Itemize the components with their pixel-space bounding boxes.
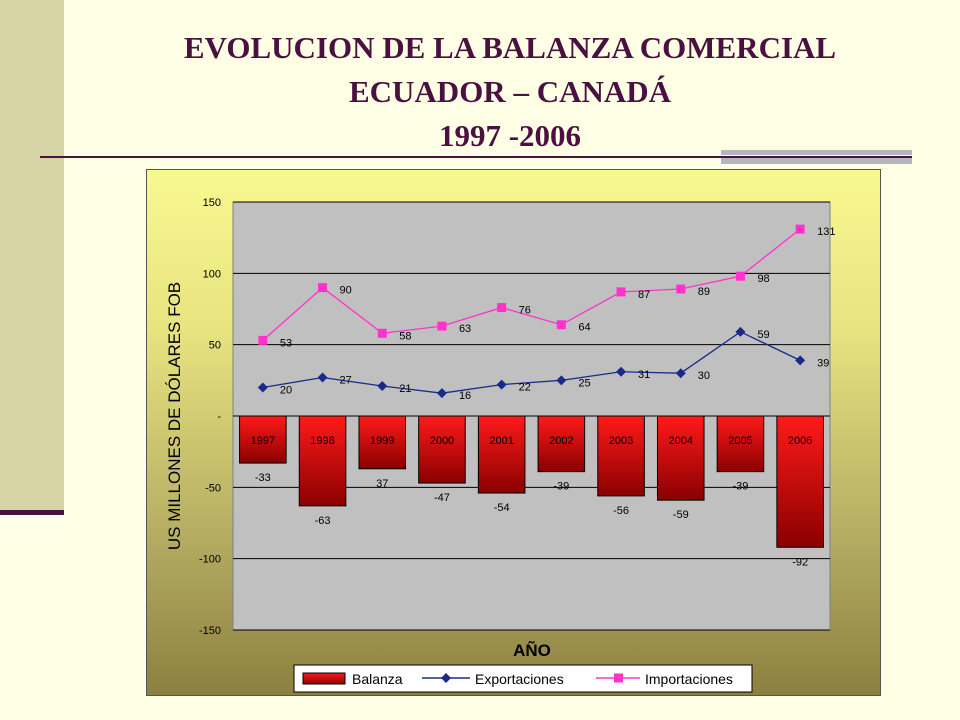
exportaciones-data-label: 31 [638, 369, 650, 381]
legend-box [293, 664, 753, 693]
exportaciones-data-label: 25 [578, 377, 590, 389]
balanza-bar [239, 415, 287, 464]
exportaciones-point [377, 381, 388, 392]
legend-label-exportaciones: Exportaciones [475, 671, 564, 687]
balanza-data-label: -63 [315, 515, 331, 527]
importaciones-data-label: 63 [459, 323, 471, 335]
importaciones-point [795, 224, 805, 234]
balanza-bar [656, 415, 705, 501]
importaciones-data-label: 76 [519, 305, 531, 317]
exportaciones-point [496, 379, 507, 390]
exportaciones-point [436, 388, 447, 399]
bar-category-label: 2006 [788, 435, 812, 447]
balanza-bar [776, 415, 824, 548]
importaciones-data-label: 87 [638, 289, 650, 301]
balanza-bar [537, 415, 586, 473]
x-axis-title: AÑO [513, 640, 551, 660]
bar-category-label: 2000 [430, 435, 454, 447]
side-decoration-band [0, 0, 64, 510]
importaciones-point [318, 283, 328, 293]
y-tick-label: -150 [199, 625, 221, 637]
exportaciones-point [675, 368, 686, 379]
bar-category-label: 1998 [310, 435, 334, 447]
title-line-2: ECUADOR – CANADÁ [348, 74, 672, 109]
balanza-data-label: -54 [494, 502, 510, 514]
balanza-bar [716, 415, 765, 473]
slide-title: EVOLUCION DE LA BALANZA COMERCIAL ECUADO… [60, 26, 960, 158]
bar-category-label: 1997 [251, 435, 275, 447]
y-tick-label: -100 [199, 554, 221, 566]
legend-label-importaciones: Importaciones [645, 671, 733, 687]
importaciones-data-label: 89 [698, 286, 710, 298]
importaciones-line [262, 228, 801, 341]
balanza-data-label: -39 [553, 481, 569, 493]
title-divider-accent [721, 150, 912, 164]
legend-swatch-balanza [302, 672, 346, 685]
exportaciones-data-label: 30 [698, 370, 710, 382]
exportaciones-point [317, 372, 328, 383]
importaciones-data-label: 131 [817, 226, 835, 238]
legend-swatch-importaciones-marker [614, 673, 623, 683]
exportaciones-data-label: 39 [817, 357, 829, 369]
balanza-bar [418, 415, 466, 484]
bar-category-label: 2001 [489, 435, 513, 447]
y-tick-label: - [217, 411, 221, 423]
bar-category-label: 2005 [728, 435, 752, 447]
balanza-bar [358, 415, 407, 470]
importaciones-point [676, 284, 686, 294]
bar-category-label: 1999 [370, 435, 394, 447]
y-tick-label: 150 [203, 197, 221, 209]
title-line-1: EVOLUCION DE LA BALANZA COMERCIAL [183, 30, 837, 65]
importaciones-point [616, 287, 626, 297]
side-decoration-bar [0, 510, 64, 515]
importaciones-point [556, 320, 566, 330]
balanza-data-label: -39 [732, 481, 748, 493]
title-divider [40, 156, 912, 158]
exportaciones-point [795, 355, 806, 366]
importaciones-point [735, 271, 745, 281]
importaciones-point [377, 328, 387, 338]
exportaciones-data-label: 20 [280, 384, 292, 396]
importaciones-data-label: 64 [578, 322, 590, 334]
exportaciones-line [262, 331, 801, 394]
balanza-bar [597, 415, 645, 497]
exportaciones-point [616, 366, 627, 377]
importaciones-point [497, 303, 507, 313]
exportaciones-data-label: 22 [519, 382, 531, 394]
exportaciones-data-label: 27 [340, 374, 352, 386]
balanza-data-label: -59 [673, 509, 689, 521]
y-tick-label: 100 [203, 268, 221, 280]
exportaciones-data-label: 59 [757, 329, 769, 341]
balanza-data-label: -56 [613, 505, 629, 517]
exportaciones-point [735, 326, 746, 337]
exportaciones-point [556, 375, 567, 386]
importaciones-point [258, 335, 268, 345]
balanza-bar [298, 415, 347, 507]
importaciones-point [437, 321, 447, 331]
balanza-data-label: -92 [792, 556, 808, 568]
title-line-3: 1997 -2006 [438, 118, 582, 153]
importaciones-data-label: 58 [399, 330, 411, 342]
y-axis-title: US MILLONES DE DÓLARES FOB [165, 282, 184, 550]
legend-label-balanza: Balanza [352, 671, 403, 687]
legend-swatch-exportaciones-marker [441, 673, 451, 683]
bar-category-label: 2003 [609, 435, 633, 447]
importaciones-data-label: 98 [757, 273, 769, 285]
importaciones-data-label: 90 [340, 285, 352, 297]
exportaciones-data-label: 21 [399, 383, 411, 395]
exportaciones-point [257, 382, 268, 393]
bar-category-label: 2002 [549, 435, 573, 447]
bar-category-label: 2004 [669, 435, 693, 447]
balanza-data-label: -47 [434, 492, 450, 504]
importaciones-data-label: 53 [280, 337, 292, 349]
y-tick-label: 50 [209, 340, 221, 352]
y-tick-label: -50 [205, 482, 221, 494]
balanza-data-label: 37 [376, 478, 388, 490]
balanza-data-label: -33 [255, 472, 271, 484]
exportaciones-data-label: 16 [459, 390, 471, 402]
balanza-bar [477, 415, 526, 494]
